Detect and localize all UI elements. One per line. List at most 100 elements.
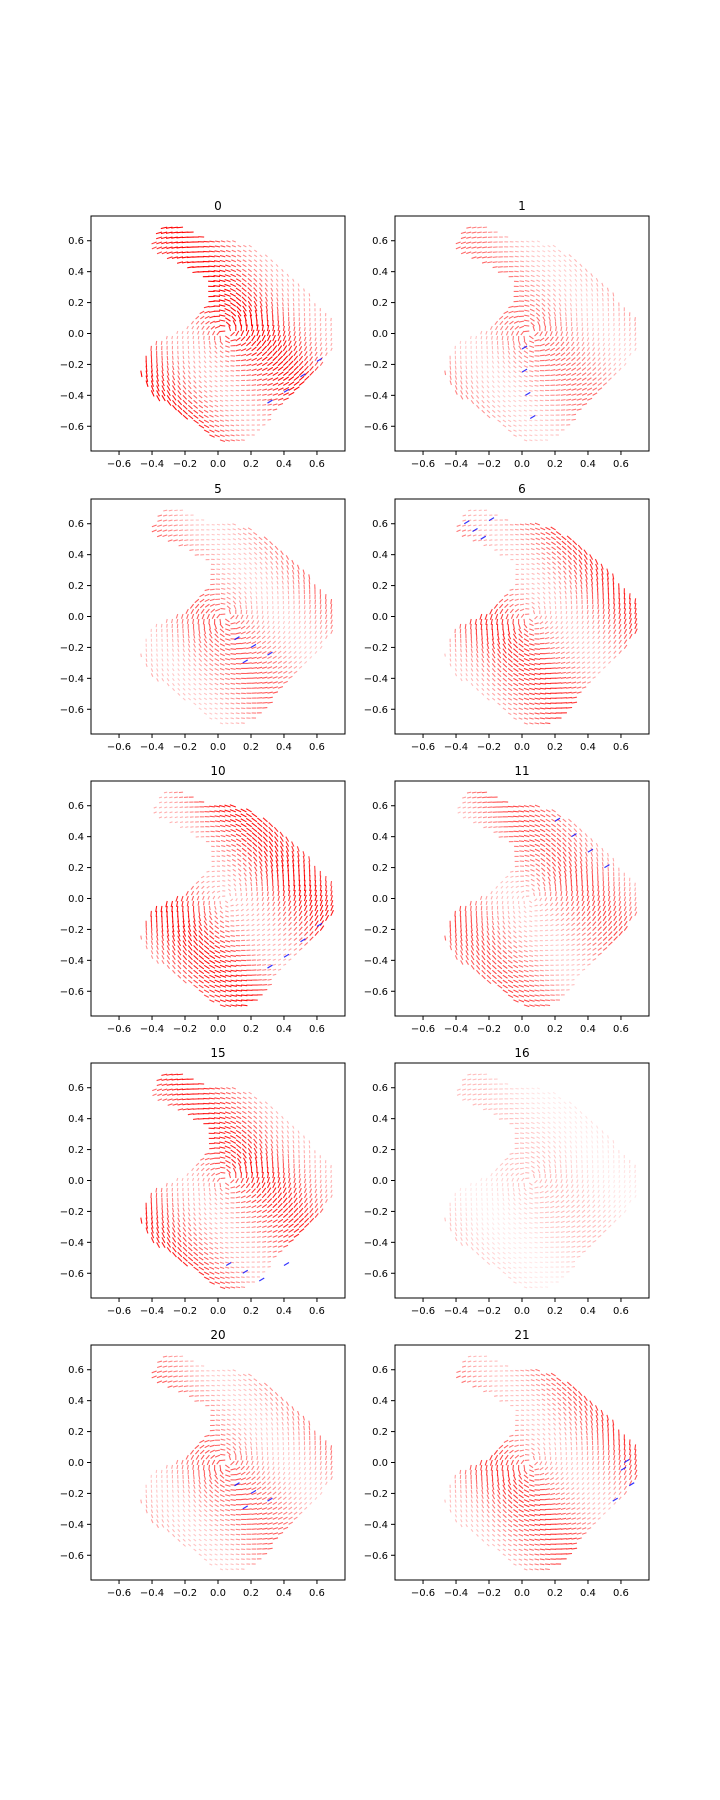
vector-mark [547,566,551,570]
vector-mark [571,418,576,421]
vector-mark [544,342,550,347]
vector-mark [240,631,246,635]
vector-mark [232,572,237,575]
vector-mark [267,388,273,391]
vector-mark [166,663,169,667]
vector-mark [526,568,530,571]
vector-mark [491,677,496,682]
vector-mark [601,282,604,287]
vector-mark [182,959,188,965]
vector-mark [172,955,176,960]
x-tick-label: −0.4 [140,459,164,470]
vector-mark [449,370,452,375]
vector-mark [629,352,632,357]
vector-mark [209,404,214,408]
vector-mark [499,320,504,326]
vector-mark [576,357,581,362]
vector-mark [465,360,467,365]
vector-mark [547,311,551,317]
vector-mark [574,293,578,297]
vector-mark [168,791,173,794]
vector-mark [274,550,279,555]
vector-mark [525,553,530,556]
vector-mark [248,542,252,546]
vector-mark [282,932,287,937]
vector-mark [578,554,583,560]
vector-mark [235,429,240,432]
vector-mark [221,850,226,853]
vector-mark [571,681,577,684]
vector-mark [270,301,274,307]
vector-mark [325,899,329,907]
vector-mark [241,282,247,287]
vector-mark [525,607,530,610]
vector-mark [190,831,194,833]
vector-mark [324,604,327,610]
vector-mark [225,824,231,828]
vector-mark [592,337,595,342]
vector-mark [587,377,592,381]
vector-mark [491,380,495,384]
vector-mark [236,259,242,263]
vector-mark [325,609,328,615]
vector-mark [544,631,550,635]
vector-mark [198,920,202,927]
vector-mark [330,904,334,912]
vector-mark [197,335,200,340]
vector-mark [187,955,193,961]
vector-mark [536,279,541,283]
vector-mark [251,610,253,615]
vector-mark [573,559,578,565]
vector-mark [198,925,203,932]
vector-mark [248,249,252,253]
vector-mark [589,563,594,570]
vector-mark [272,958,276,961]
vector-mark [198,633,201,639]
vector-mark [302,851,305,857]
subplot-title: 6 [518,482,526,496]
x-tick-label: −0.6 [107,1024,131,1035]
vector-mark [216,890,221,893]
vector-mark [461,534,467,537]
vector-mark [530,322,535,327]
vector-mark [156,663,159,667]
vector-mark [270,283,274,287]
vector-mark [272,655,277,660]
vector-mark [231,843,237,848]
vector-mark [276,870,279,877]
vector-mark [203,663,208,667]
vector-mark [296,846,300,852]
vector-mark [634,623,638,630]
vector-mark [225,434,230,437]
vector-mark [251,379,257,382]
vector-mark [572,544,578,551]
vector-mark [238,591,242,595]
vector-mark [182,677,186,681]
vector-mark [249,571,253,575]
vector-mark [251,641,257,645]
vector-mark [293,900,297,907]
vector-mark [293,660,298,664]
vector-mark [166,950,171,956]
vector-mark [262,822,268,828]
vector-mark [245,808,252,813]
vector-mark [309,351,313,357]
vector-mark [467,529,472,532]
vector-mark [314,625,317,630]
vector-mark [303,915,308,922]
vector-mark [481,633,483,640]
vector-mark [481,658,485,663]
vector-mark [552,576,557,580]
vector-mark [481,673,485,677]
vector-mark [205,320,210,325]
vector-mark [195,880,200,885]
vector-mark [214,820,221,823]
vector-mark [156,365,159,372]
vector-mark [211,885,215,889]
vector-mark [246,352,252,357]
vector-mark [216,613,221,619]
vector-mark [571,398,577,401]
vector-mark [314,327,317,332]
vector-mark [512,345,516,351]
vector-mark [497,380,501,384]
